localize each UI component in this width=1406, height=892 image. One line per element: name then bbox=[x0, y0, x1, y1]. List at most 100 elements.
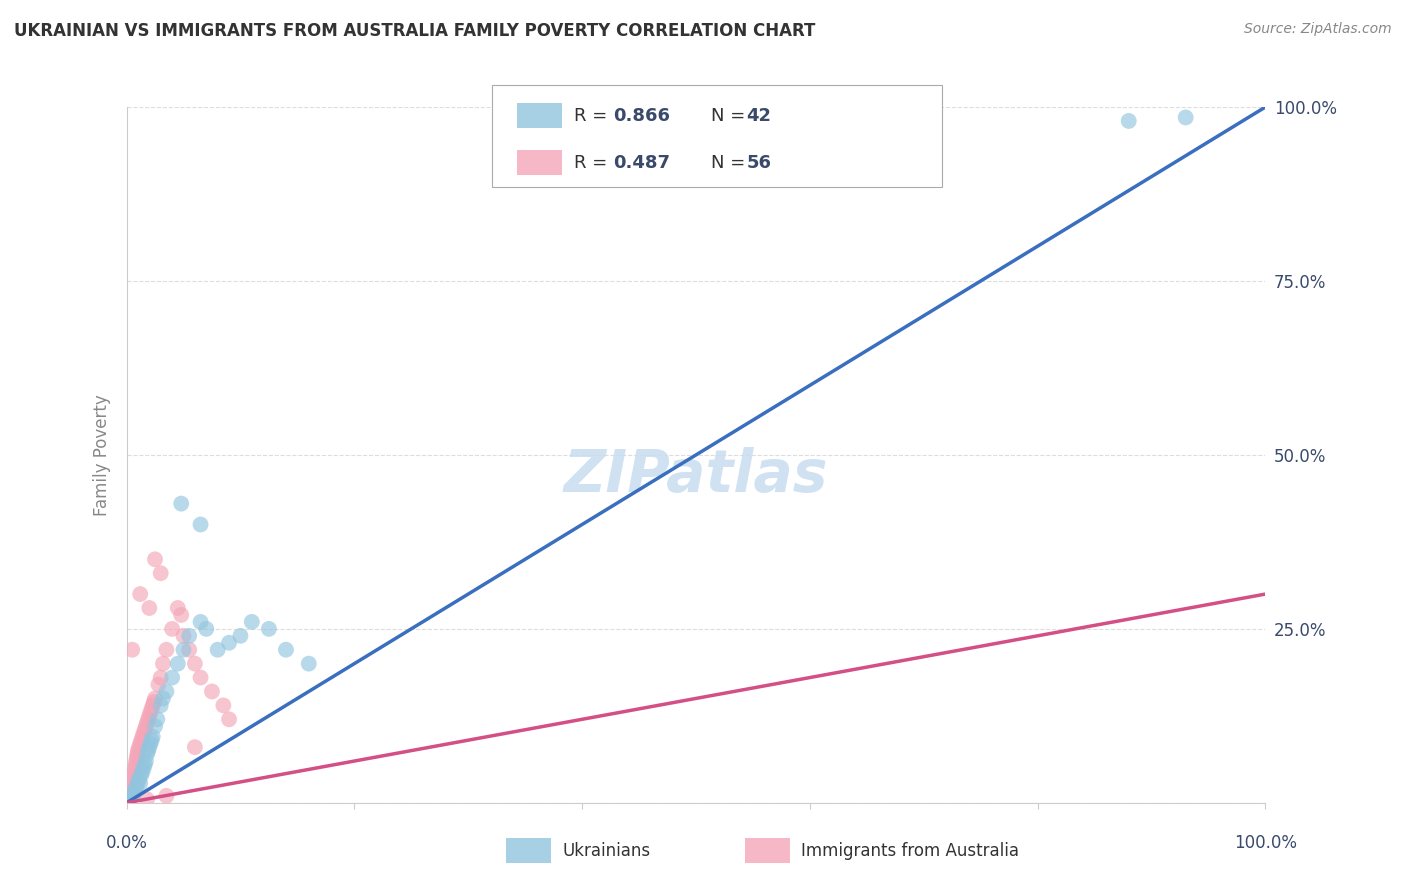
Text: 0.487: 0.487 bbox=[613, 154, 671, 172]
Point bbox=[134, 757, 156, 772]
Point bbox=[184, 740, 207, 755]
Point bbox=[152, 657, 174, 671]
Point bbox=[179, 642, 201, 657]
Point bbox=[131, 730, 153, 744]
Point bbox=[257, 622, 280, 636]
Point bbox=[155, 642, 177, 657]
Point bbox=[128, 772, 150, 786]
Point bbox=[149, 698, 172, 713]
Point bbox=[122, 768, 145, 782]
Text: 0.0%: 0.0% bbox=[105, 834, 148, 852]
Point bbox=[124, 761, 146, 775]
Point bbox=[136, 744, 159, 758]
Text: Source: ZipAtlas.com: Source: ZipAtlas.com bbox=[1244, 22, 1392, 37]
Point bbox=[127, 744, 149, 758]
Point bbox=[149, 671, 172, 685]
Point bbox=[201, 684, 224, 698]
Point bbox=[120, 785, 142, 799]
Point bbox=[121, 775, 143, 789]
Point bbox=[1118, 114, 1140, 128]
Point bbox=[131, 733, 153, 747]
Point bbox=[125, 778, 148, 793]
Point bbox=[124, 785, 146, 799]
Point bbox=[121, 642, 143, 657]
Point bbox=[135, 719, 157, 733]
Point bbox=[118, 789, 141, 803]
Point bbox=[135, 754, 157, 768]
Point bbox=[125, 750, 148, 764]
Text: 42: 42 bbox=[747, 107, 772, 125]
Text: UKRAINIAN VS IMMIGRANTS FROM AUSTRALIA FAMILY POVERTY CORRELATION CHART: UKRAINIAN VS IMMIGRANTS FROM AUSTRALIA F… bbox=[14, 22, 815, 40]
Text: ZIPatlas: ZIPatlas bbox=[564, 447, 828, 504]
Point bbox=[124, 757, 146, 772]
Point bbox=[141, 702, 163, 716]
Point bbox=[190, 671, 212, 685]
Point bbox=[129, 737, 152, 751]
Point bbox=[134, 723, 156, 737]
Point bbox=[218, 712, 240, 726]
Point bbox=[142, 730, 165, 744]
Point bbox=[229, 629, 252, 643]
Point bbox=[127, 747, 149, 761]
Point bbox=[152, 691, 174, 706]
Point bbox=[298, 657, 321, 671]
Point bbox=[136, 792, 159, 806]
Point bbox=[125, 754, 148, 768]
Point bbox=[121, 781, 143, 796]
Point bbox=[274, 642, 297, 657]
Point bbox=[179, 629, 201, 643]
Point bbox=[136, 712, 159, 726]
Point bbox=[148, 677, 170, 691]
Point bbox=[131, 764, 153, 779]
Point bbox=[143, 552, 166, 566]
Point bbox=[139, 737, 162, 751]
Text: N =: N = bbox=[711, 154, 751, 172]
Point bbox=[160, 622, 183, 636]
Point bbox=[121, 778, 143, 793]
Point bbox=[172, 629, 194, 643]
Point bbox=[155, 789, 177, 803]
Point bbox=[190, 615, 212, 629]
Point bbox=[127, 775, 149, 789]
Y-axis label: Family Poverty: Family Poverty bbox=[93, 394, 111, 516]
Point bbox=[240, 615, 263, 629]
Point bbox=[155, 684, 177, 698]
Point bbox=[121, 789, 143, 803]
Point bbox=[132, 761, 155, 775]
Point bbox=[1174, 111, 1197, 125]
Point bbox=[117, 792, 139, 806]
Point bbox=[138, 740, 160, 755]
Point bbox=[118, 788, 141, 802]
Point bbox=[218, 636, 240, 650]
Point bbox=[128, 740, 150, 755]
Point bbox=[129, 587, 152, 601]
Text: R =: R = bbox=[574, 107, 613, 125]
Text: N =: N = bbox=[711, 107, 751, 125]
Point bbox=[184, 657, 207, 671]
Point bbox=[146, 712, 169, 726]
Point bbox=[141, 733, 163, 747]
Point bbox=[136, 715, 159, 730]
Point bbox=[195, 622, 218, 636]
Point bbox=[122, 772, 145, 786]
Point bbox=[166, 601, 188, 615]
Point bbox=[160, 671, 183, 685]
Point bbox=[190, 517, 212, 532]
Point bbox=[143, 719, 166, 733]
Point bbox=[117, 794, 139, 808]
Point bbox=[118, 790, 141, 805]
Point bbox=[143, 691, 166, 706]
Point bbox=[132, 726, 155, 740]
Point bbox=[138, 601, 160, 615]
Point bbox=[131, 768, 153, 782]
Point bbox=[122, 788, 145, 802]
Point bbox=[124, 781, 146, 796]
Point bbox=[170, 607, 193, 622]
Point bbox=[207, 642, 229, 657]
Point bbox=[142, 695, 165, 709]
Point bbox=[136, 747, 159, 761]
Text: 100.0%: 100.0% bbox=[1234, 834, 1296, 852]
Text: 0.866: 0.866 bbox=[613, 107, 671, 125]
Point bbox=[149, 566, 172, 581]
Point bbox=[142, 698, 165, 713]
